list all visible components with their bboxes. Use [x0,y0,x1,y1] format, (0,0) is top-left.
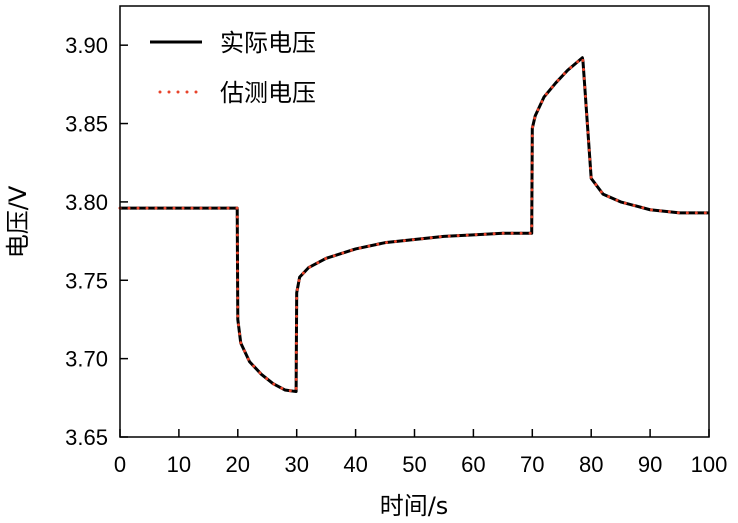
x-tick-label: 50 [402,452,426,477]
y-tick-label: 3.65 [65,425,108,450]
x-tick-label: 40 [343,452,367,477]
x-tick-label: 10 [167,452,191,477]
y-tick-label: 3.90 [65,33,108,58]
x-axis-title: 时间/s [380,492,449,520]
x-tick-label: 0 [114,452,126,477]
plot-frame [119,5,710,438]
x-tick-label: 100 [691,452,728,477]
legend-label-2: 估测电压 [220,79,316,107]
x-tick-label: 70 [520,452,544,477]
y-tick-label: 3.80 [65,190,108,215]
x-tick-label: 30 [284,452,308,477]
y-tick-label: 3.70 [65,347,108,372]
series-line-2 [118,54,711,394]
y-axis-ticks: 3.65 3.70 3.75 3.80 3.85 3.90 [65,33,128,450]
y-tick-label: 3.75 [65,268,108,293]
series-line-1 [120,56,709,394]
x-tick-label: 60 [461,452,485,477]
plot-lines [118,54,711,394]
y-tick-label: 3.85 [65,112,108,137]
y-axis-title: 电压/V [4,185,32,258]
x-tick-label: 80 [579,452,603,477]
x-tick-label: 90 [638,452,662,477]
legend-label-1: 实际电压 [220,29,316,57]
x-axis-ticks: 0 10 20 30 40 50 60 70 80 90 100 [114,429,727,477]
x-tick-label: 20 [226,452,250,477]
